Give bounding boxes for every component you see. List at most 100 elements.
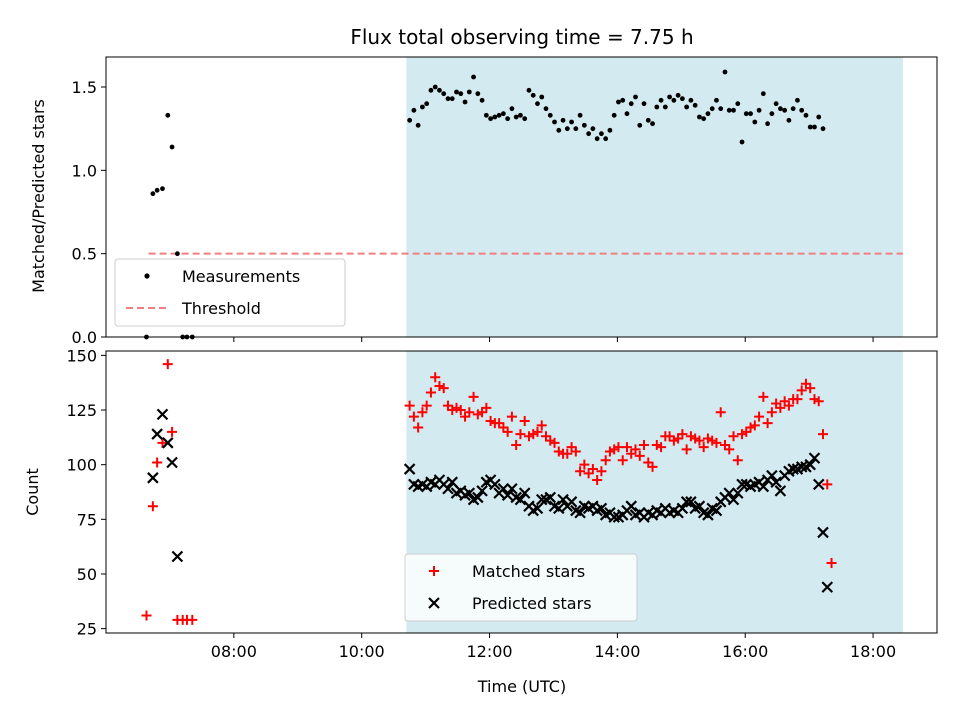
data-point — [549, 437, 560, 448]
data-point — [421, 400, 432, 411]
data-point — [160, 186, 165, 192]
data-point — [675, 92, 681, 98]
data-point — [455, 405, 466, 416]
data-point — [543, 106, 549, 112]
data-point — [152, 457, 163, 468]
data-point — [777, 106, 783, 112]
data-point — [500, 111, 506, 117]
data-point — [404, 400, 415, 411]
data-point — [739, 139, 745, 145]
data-point — [826, 558, 837, 569]
data-point — [162, 437, 174, 449]
bottom-panel: 25 50 75 100 125 150 08:00 10:00 12:00 14:00 16:00… — [66, 346, 938, 661]
data-point — [728, 431, 739, 442]
data-point — [775, 402, 786, 413]
data-point — [656, 442, 667, 453]
x-tick-label: 08:00 — [211, 642, 257, 661]
data-point — [141, 610, 152, 621]
data-point — [489, 478, 501, 491]
data-point — [633, 94, 638, 100]
x-tick-label: 18:00 — [850, 642, 896, 661]
data-point — [808, 452, 821, 464]
data-point — [560, 117, 566, 123]
data-point — [685, 496, 697, 508]
legend-marker — [429, 566, 439, 576]
data-point — [157, 437, 168, 448]
data-point — [513, 114, 519, 120]
data-point — [449, 96, 455, 102]
data-point — [743, 111, 749, 117]
data-point — [481, 402, 492, 413]
data-point — [574, 506, 586, 519]
data-point — [166, 456, 178, 469]
data-point — [590, 126, 596, 132]
data-point — [438, 383, 449, 394]
data-point — [519, 415, 530, 426]
data-point — [684, 104, 690, 110]
data-point — [735, 101, 741, 107]
data-point — [676, 502, 689, 515]
data-point — [711, 437, 722, 448]
top-panel: 0.0 0.5 1.0 1.5 Measurements Threshold — [72, 56, 938, 347]
data-point — [511, 440, 522, 450]
data-point — [147, 472, 159, 484]
data-point — [645, 117, 651, 123]
y-tick-label: 75 — [77, 510, 97, 529]
data-point — [813, 396, 824, 407]
data-point — [607, 127, 613, 133]
data-point — [575, 466, 586, 477]
data-point — [147, 501, 158, 512]
data-point — [169, 144, 175, 150]
data-point — [535, 493, 548, 506]
data-point — [428, 87, 434, 93]
data-point — [616, 99, 621, 105]
data-point — [415, 122, 421, 128]
data-point — [526, 87, 532, 93]
data-point — [530, 92, 536, 98]
data-point — [430, 372, 441, 383]
data-point — [154, 187, 160, 193]
data-point — [630, 444, 641, 455]
x-axis-title: Time (UTC) — [477, 677, 566, 696]
data-point — [595, 502, 608, 515]
data-point — [766, 407, 777, 418]
data-point — [634, 450, 645, 461]
data-point — [820, 126, 826, 132]
y-tick-label: 0.0 — [72, 328, 97, 347]
data-point — [641, 101, 647, 107]
data-point — [553, 502, 565, 515]
data-point — [600, 455, 611, 466]
data-point — [557, 493, 569, 506]
data-point — [569, 119, 574, 125]
data-point — [736, 478, 748, 491]
data-point — [799, 107, 805, 113]
data-point — [677, 429, 688, 440]
data-point — [581, 122, 587, 128]
data-point — [701, 116, 707, 122]
data-point — [715, 407, 726, 418]
data-point — [792, 394, 803, 405]
data-point — [727, 493, 740, 506]
data-point — [812, 124, 817, 130]
legend-marker — [144, 273, 150, 279]
data-point — [502, 426, 513, 437]
data-point — [680, 496, 693, 508]
data-point — [596, 466, 607, 477]
data-point — [442, 482, 454, 495]
y-tick-label: 150 — [66, 346, 97, 365]
data-point — [698, 442, 709, 453]
data-point — [162, 359, 173, 370]
data-point — [536, 420, 547, 431]
legend-label: Matched stars — [472, 562, 585, 581]
data-point — [586, 131, 592, 137]
data-point — [822, 479, 833, 490]
data-point — [611, 112, 617, 118]
data-point — [714, 97, 719, 103]
data-point — [518, 112, 523, 118]
data-point — [654, 104, 660, 110]
y-tick-label: 1.5 — [72, 78, 97, 97]
top-y-axis-title: Matched/Predicted stars — [29, 99, 48, 293]
y-tick-label: 50 — [77, 565, 97, 584]
data-point — [749, 420, 760, 431]
